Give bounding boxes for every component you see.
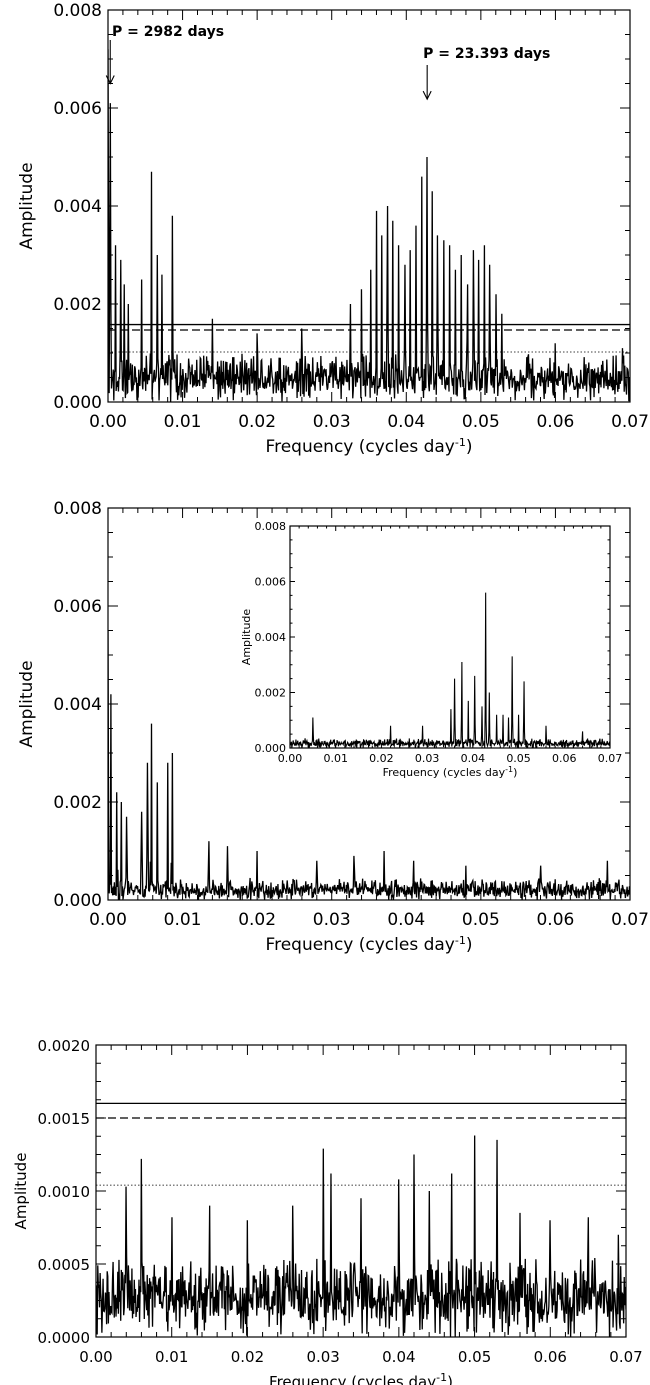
y-tick-label: 0.0020 <box>38 1037 91 1055</box>
x-tick-label: 0.01 <box>164 412 202 432</box>
y-axis-label: Amplitude <box>12 1153 30 1230</box>
x-tick-label: 0.03 <box>306 1348 339 1366</box>
y-tick-label: 0.004 <box>53 197 102 217</box>
panel-top: 0.00 0.01 0.02 0.03 0.04 0.05 0.06 0.07 0.000 0.0… <box>17 1 649 457</box>
x-axis-label-end: ) <box>466 437 473 457</box>
y-tick-label: 0.0015 <box>38 1110 91 1128</box>
x-tick-label: 0.04 <box>387 910 425 930</box>
y-tick-label: 0.006 <box>255 576 287 589</box>
x-tick-label: 0.06 <box>534 1348 567 1366</box>
y-tick-label: 0.0010 <box>38 1183 91 1201</box>
x-tick-label: 0.01 <box>155 1348 188 1366</box>
x-tick-label: 0.05 <box>462 910 500 930</box>
x-axis-label: Frequency (cycles day-1) <box>266 934 473 956</box>
y-tick-label: 0.0005 <box>38 1256 91 1274</box>
x-tick-label: 0.04 <box>387 412 425 432</box>
y-tick-label: 0.002 <box>255 687 287 700</box>
y-tick-label: 0.002 <box>53 793 102 813</box>
x-tick-label: 0.02 <box>231 1348 264 1366</box>
x-tick-label: 0.05 <box>462 412 500 432</box>
y-tick-label: 0.008 <box>53 1 102 21</box>
annotation-label: P = 23.393 days <box>423 46 550 62</box>
x-tick-label: 0.02 <box>238 412 276 432</box>
x-tick-label: 0.01 <box>164 910 202 930</box>
x-tick-label: 0.06 <box>536 910 574 930</box>
x-tick-label: 0.04 <box>461 752 486 765</box>
periodogram-line <box>108 630 630 900</box>
x-axis-label-sup: -1 <box>455 934 466 947</box>
x-axis-label-sup: -1 <box>436 1371 447 1384</box>
x-axis-label-sup: -1 <box>505 765 513 774</box>
x-axis-label-sup: -1 <box>455 436 466 449</box>
y-tick-label: 0.008 <box>53 499 102 519</box>
x-tick-label: 0.01 <box>323 752 348 765</box>
y-tick-label: 0.004 <box>53 695 102 715</box>
periodogram-line <box>96 1135 626 1337</box>
y-tick-label: 0.000 <box>53 891 102 911</box>
y-tick-label: 0.0000 <box>38 1329 91 1347</box>
x-tick-label: 0.07 <box>598 752 623 765</box>
x-tick-label: 0.07 <box>611 412 649 432</box>
annotation-label: P = 2982 days <box>112 24 224 40</box>
x-tick-label: 0.03 <box>313 412 351 432</box>
x-tick-label: 0.00 <box>89 412 127 432</box>
x-tick-label: 0.00 <box>278 752 303 765</box>
periodogram-line <box>108 49 630 402</box>
y-tick-label: 0.006 <box>53 99 102 119</box>
plot-frame <box>107 507 631 901</box>
y-axis-label: Amplitude <box>17 162 37 249</box>
plot-frame <box>107 9 631 403</box>
y-axis-label: Amplitude <box>17 660 37 747</box>
x-tick-label: 0.00 <box>79 1348 112 1366</box>
y-tick-label: 0.002 <box>53 295 102 315</box>
x-axis-label-end: ) <box>513 766 517 779</box>
x-axis-label: Frequency (cycles day-1) <box>383 765 518 780</box>
plot-frame <box>289 525 611 749</box>
x-tick-label: 0.06 <box>536 412 574 432</box>
x-tick-label: 0.03 <box>313 910 351 930</box>
x-tick-label: 0.04 <box>382 1348 415 1366</box>
x-tick-label: 0.05 <box>458 1348 491 1366</box>
x-tick-label: 0.02 <box>369 752 394 765</box>
x-tick-label: 0.05 <box>506 752 531 765</box>
y-axis-label: Amplitude <box>240 609 253 666</box>
x-tick-label: 0.00 <box>89 910 127 930</box>
inset-chart: 0.00 0.01 0.02 0.03 0.04 0.05 0.06 0.07 0.000 0.0… <box>240 520 622 779</box>
x-tick-label: 0.07 <box>611 910 649 930</box>
periodogram-line <box>290 592 610 748</box>
x-axis-label-end: ) <box>466 935 473 955</box>
x-tick-label: 0.06 <box>552 752 577 765</box>
annotation-arrowhead <box>422 90 432 101</box>
y-tick-label: 0.004 <box>255 631 287 644</box>
x-tick-label: 0.02 <box>238 910 276 930</box>
x-axis-label-end: ) <box>447 1373 453 1385</box>
x-tick-label: 0.07 <box>609 1348 642 1366</box>
panel-middle: 0.00 0.01 0.02 0.03 0.04 0.05 0.06 0.070.0000.0… <box>17 499 649 955</box>
y-tick-label: 0.000 <box>255 742 287 755</box>
x-axis-label: Frequency (cycles day-1) <box>266 436 473 458</box>
annotation-arrowhead <box>105 75 115 85</box>
x-axis-label: Frequency (cycles day-1) <box>269 1371 453 1385</box>
panel-bottom: 0.00 0.01 0.02 0.03 0.04 0.05 0.06 0.07 0.0000 0.… <box>12 1037 643 1385</box>
y-tick-label: 0.006 <box>53 597 102 617</box>
x-tick-label: 0.03 <box>415 752 440 765</box>
y-tick-label: 0.008 <box>255 520 287 533</box>
y-tick-label: 0.000 <box>53 393 102 413</box>
